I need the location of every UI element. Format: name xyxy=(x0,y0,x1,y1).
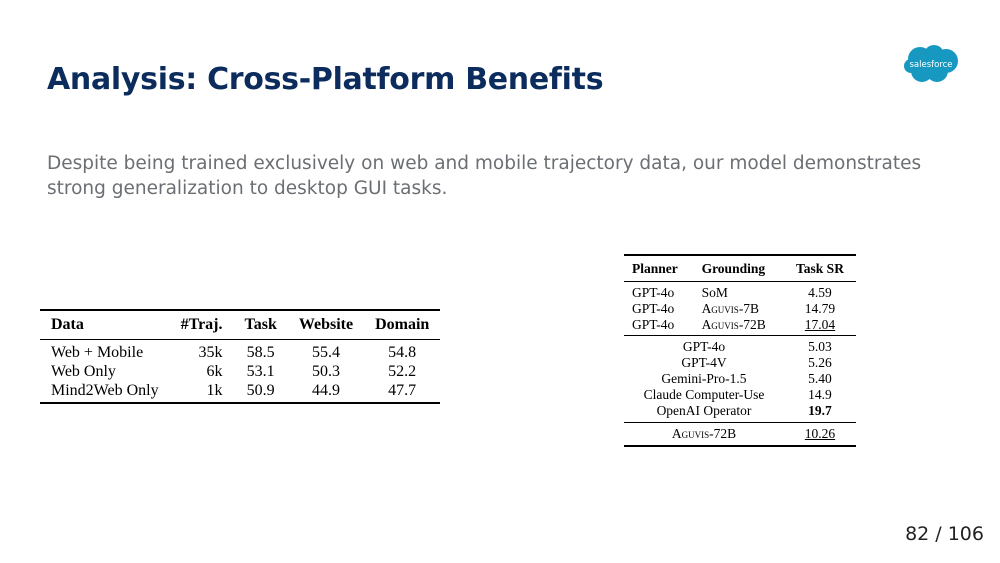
column-header-website: Website xyxy=(298,316,354,333)
column-header-domain: Domain xyxy=(375,316,430,333)
salesforce-logo: salesforce xyxy=(903,44,959,84)
table-row: Aguvis-72B 10.26 xyxy=(624,423,856,447)
logo-text: salesforce xyxy=(909,60,952,70)
cell-grounding: Aguvis-72B xyxy=(701,317,766,332)
cell-task-sr: 14.79 xyxy=(804,301,836,316)
cell-model: Gemini-Pro-1.5 xyxy=(661,371,747,386)
table-row: GPT-4V 5.26 xyxy=(624,355,856,371)
table-row: Mind2Web Only 1k 50.9 44.9 47.7 xyxy=(40,381,440,403)
cell-planner: GPT-4o xyxy=(632,317,675,332)
salesforce-cloud-icon: salesforce xyxy=(904,45,958,82)
cell-domain: 52.2 xyxy=(388,363,417,380)
slide-title: Analysis: Cross-Platform Benefits xyxy=(47,62,604,97)
cell-data: Mind2Web Only xyxy=(51,382,159,399)
column-header-data: Data xyxy=(51,316,84,333)
cell-domain: 47.7 xyxy=(388,382,417,399)
table-header-row: Planner Grounding Task SR xyxy=(624,255,856,282)
cell-task-sr: 19.7 xyxy=(808,403,832,418)
cell-task: 53.1 xyxy=(246,363,275,380)
cell-website: 44.9 xyxy=(311,382,340,399)
column-header-traj: #Traj. xyxy=(180,316,223,333)
cell-planner: GPT-4o xyxy=(632,301,675,316)
cell-website: 55.4 xyxy=(311,344,340,361)
cell-task-sr: 10.26 xyxy=(804,426,836,441)
slide-subtitle: Despite being trained exclusively on web… xyxy=(47,153,922,199)
cell-model: Aguvis-72B xyxy=(671,426,737,441)
cell-website: 50.3 xyxy=(311,363,340,380)
column-header-planner: Planner xyxy=(632,261,678,276)
table-row: Web Only 6k 53.1 50.3 52.2 xyxy=(40,362,440,381)
cell-traj: 6k xyxy=(206,363,223,380)
cell-task-sr: 5.26 xyxy=(808,355,832,370)
data-ablation-table: Data #Traj. Task Website Domain Web + Mo… xyxy=(40,309,441,404)
cell-model: Claude Computer-Use xyxy=(643,387,765,402)
table-row: Web + Mobile 35k 58.5 55.4 54.8 xyxy=(40,340,440,363)
cell-domain: 54.8 xyxy=(388,344,417,361)
table-row: Claude Computer-Use 14.9 xyxy=(624,387,856,403)
cell-traj: 35k xyxy=(198,344,223,361)
cell-task-sr: 5.40 xyxy=(808,371,832,386)
column-header-task: Task xyxy=(244,316,277,333)
osworld-results-table: Planner Grounding Task SR GPT-4o SoM 4.5… xyxy=(624,254,856,447)
column-header-task-sr: Task SR xyxy=(796,261,844,276)
table-row: OpenAI Operator 19.7 xyxy=(624,403,856,423)
table-header-row: Data #Traj. Task Website Domain xyxy=(40,310,441,340)
cell-task-sr: 5.03 xyxy=(808,339,832,354)
cell-task-sr: 17.04 xyxy=(804,317,836,332)
cell-grounding: Aguvis-7B xyxy=(701,301,760,316)
page-number: 82 / 106 xyxy=(905,523,984,545)
cell-model: OpenAI Operator xyxy=(656,403,752,418)
table-row: Gemini-Pro-1.5 5.40 xyxy=(624,371,856,387)
cell-data: Web Only xyxy=(51,363,116,380)
cell-data: Web + Mobile xyxy=(51,344,144,361)
cell-traj: 1k xyxy=(206,382,223,399)
table-row: GPT-4o 5.03 xyxy=(624,336,856,356)
cell-task-sr: 4.59 xyxy=(808,285,832,300)
table-row: GPT-4o Aguvis-72B 17.04 xyxy=(624,317,856,336)
cell-task: 50.9 xyxy=(246,382,275,399)
column-header-grounding: Grounding xyxy=(701,261,766,276)
cell-grounding: SoM xyxy=(701,285,728,300)
cell-task: 58.5 xyxy=(246,344,275,361)
cell-model: GPT-4V xyxy=(681,355,727,370)
cell-model: GPT-4o xyxy=(682,339,726,354)
cell-planner: GPT-4o xyxy=(632,285,675,300)
table-row: GPT-4o SoM 4.59 xyxy=(624,282,856,302)
cell-task-sr: 14.9 xyxy=(808,387,832,402)
table-row: GPT-4o Aguvis-7B 14.79 xyxy=(624,301,856,317)
